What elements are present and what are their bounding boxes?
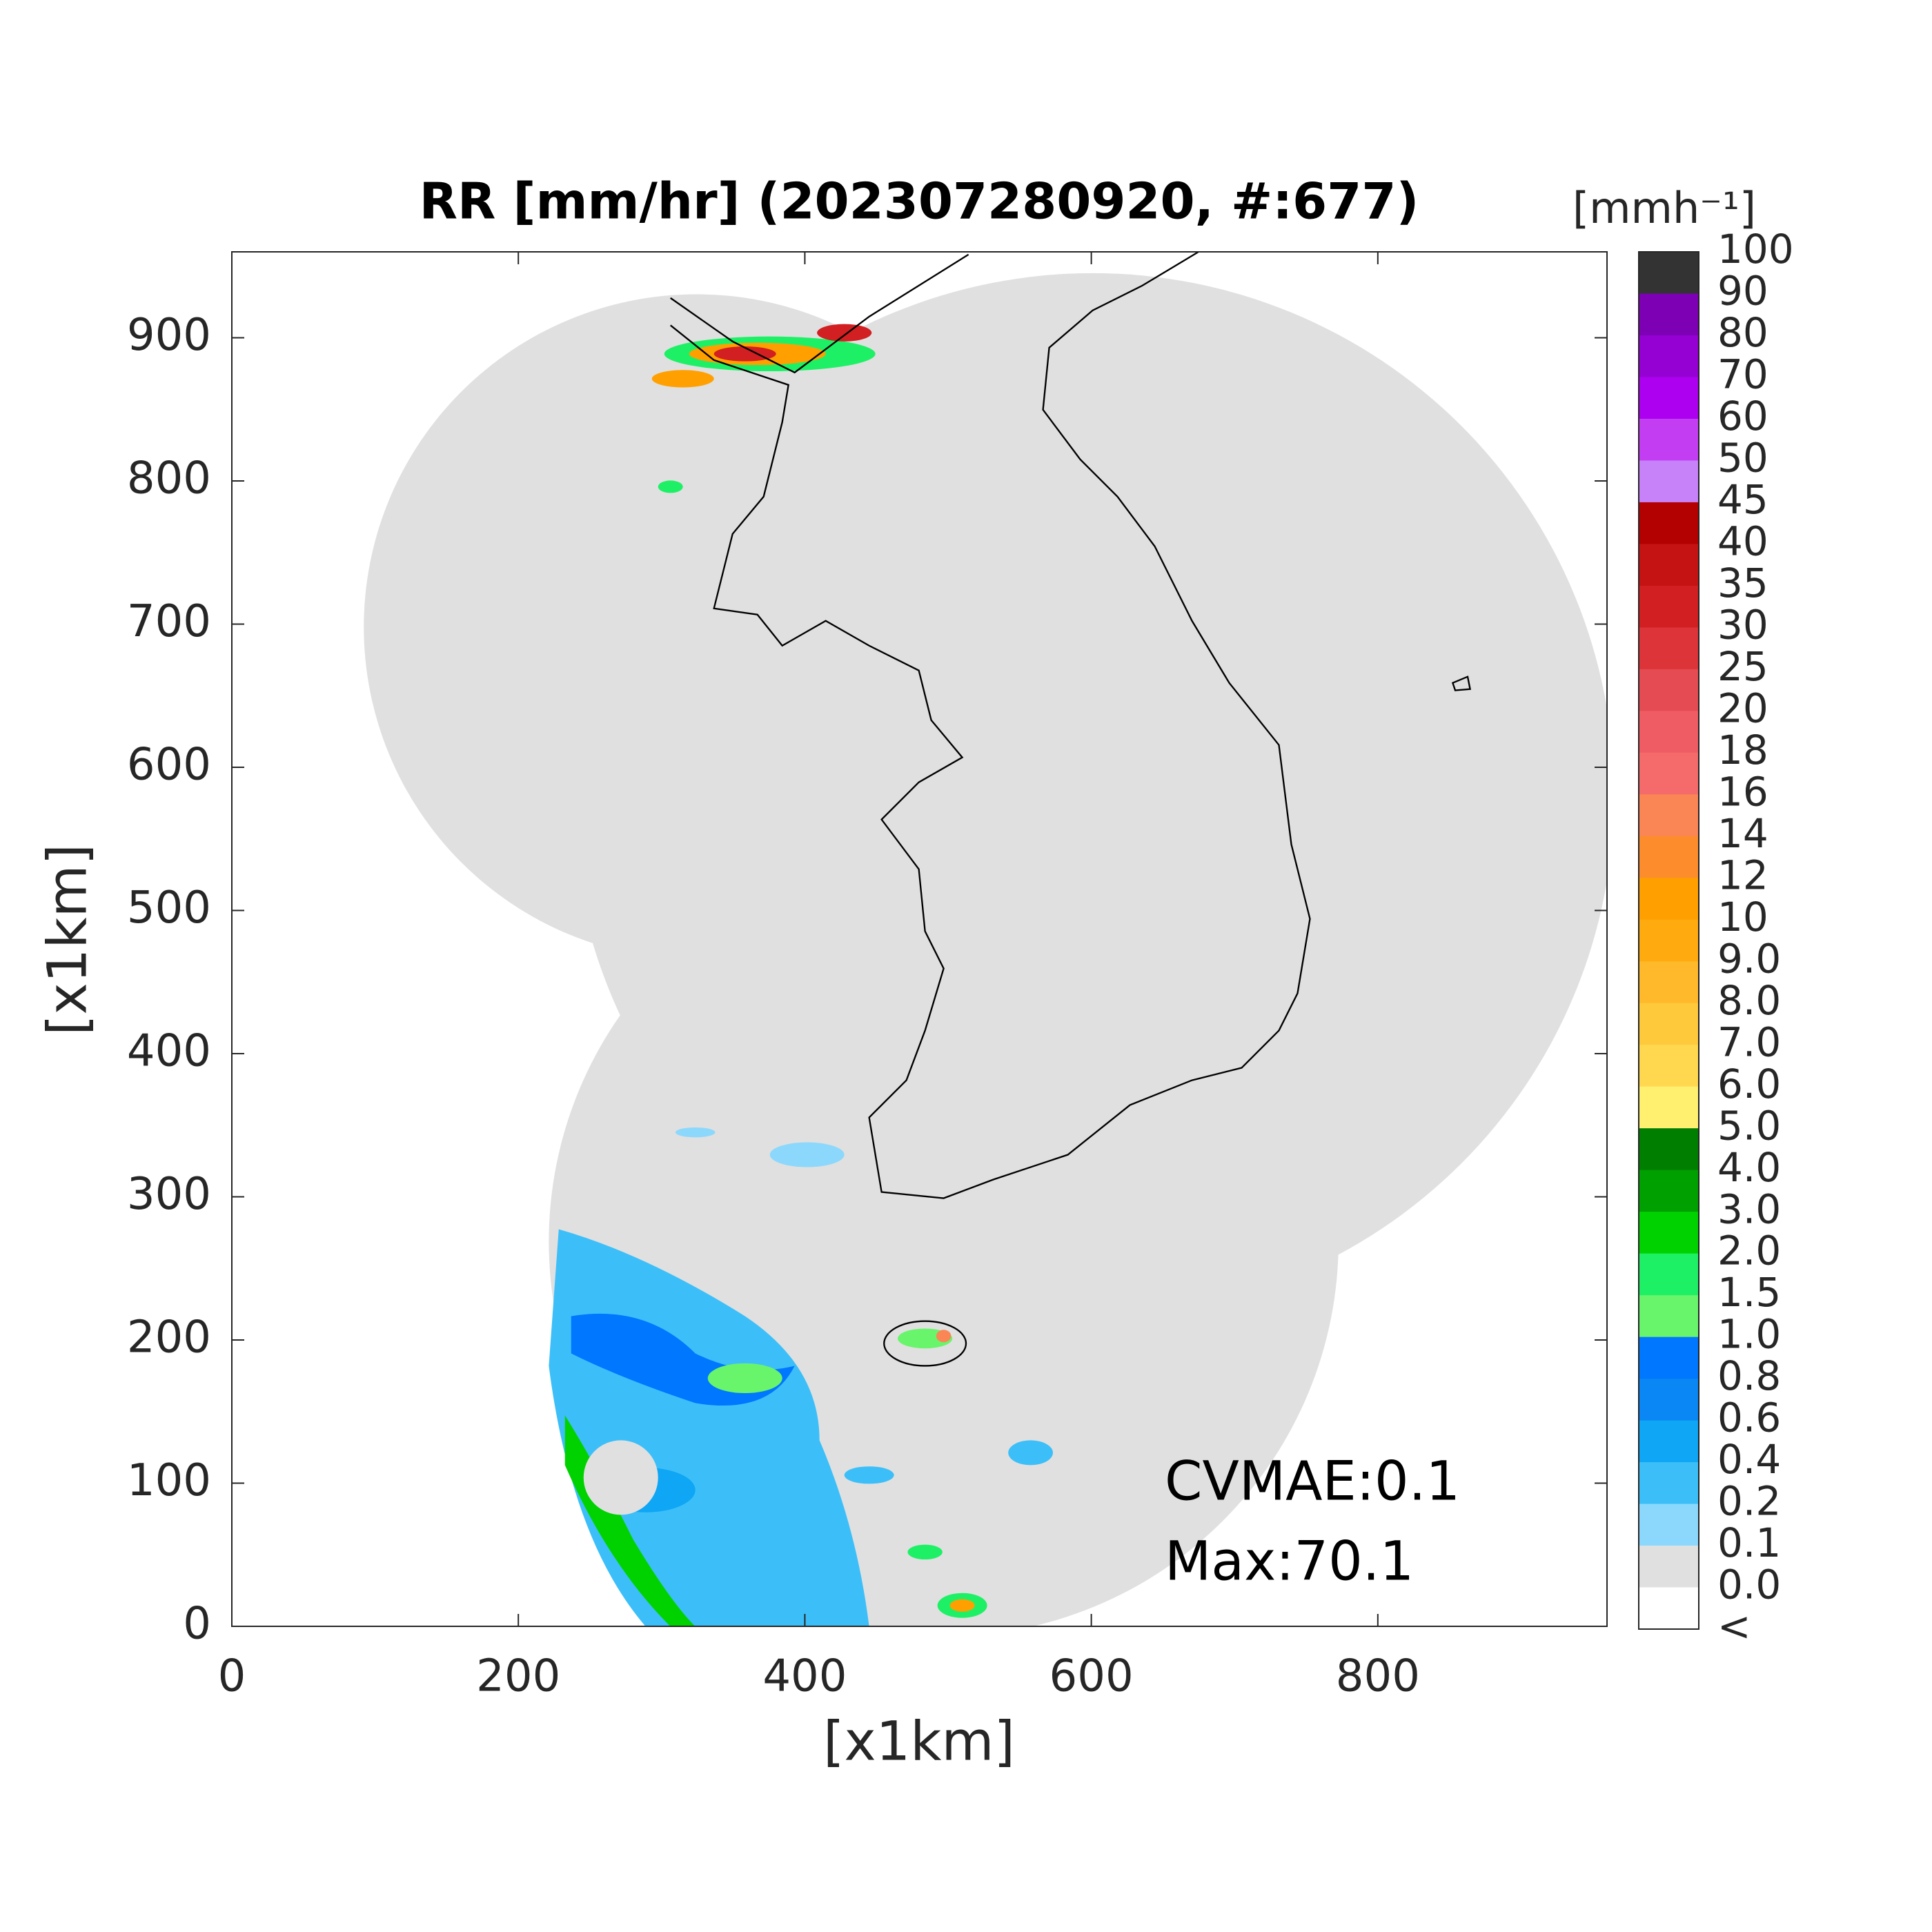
colorbar-segment	[1639, 1253, 1699, 1296]
colorbar-label: 16	[1717, 768, 1768, 815]
colorbar-segment	[1639, 502, 1699, 544]
colorbar-label: 14	[1717, 810, 1768, 857]
x-tick-label: 0	[218, 1651, 246, 1702]
ticks: 0 200 400 600 800 0 100 200 300 400 500 600 700 800 90…	[127, 252, 1607, 1702]
colorbar-segment	[1639, 1128, 1699, 1171]
coastline	[669, 252, 1472, 1367]
colorbar-label: 7.0	[1717, 1018, 1781, 1065]
colorbar-segment	[1639, 752, 1699, 795]
colorbar-label: 20	[1717, 684, 1768, 731]
map-layer	[364, 252, 1607, 1626]
colorbar-title: [mmh⁻¹]	[1573, 183, 1756, 233]
colorbar-segment	[1639, 1379, 1699, 1421]
annotation: Max:70.1	[1165, 1530, 1414, 1593]
colorbar-label: 45	[1717, 476, 1768, 523]
x-axis-label: [x1km]	[823, 1711, 1015, 1773]
y-tick-label: 900	[127, 310, 211, 361]
y-tick-label: 200	[127, 1312, 211, 1363]
colorbar-label: 4.0	[1717, 1144, 1781, 1191]
colorbar-segment	[1639, 669, 1699, 711]
colorbar-label: 0.2	[1717, 1478, 1781, 1525]
annotation: CVMAE:0.1	[1165, 1450, 1460, 1512]
y-tick-label: 100	[127, 1455, 211, 1506]
axes-box	[231, 251, 1608, 1627]
colorbar-segment	[1639, 1045, 1699, 1087]
colorbar-label: 70	[1717, 351, 1768, 398]
colorbar-label: 0.6	[1717, 1394, 1781, 1441]
radar-coverage	[364, 273, 1607, 1626]
colorbar-label: 10	[1717, 894, 1768, 940]
colorbar-label: 1.5	[1717, 1269, 1781, 1316]
y-tick-label: 400	[127, 1026, 211, 1077]
colorbar-segment	[1639, 585, 1699, 628]
y-tick-label: 300	[127, 1169, 211, 1220]
colorbar-label: 40	[1717, 518, 1768, 565]
colorbar-label: 35	[1717, 560, 1768, 607]
colorbar-segment	[1639, 878, 1699, 920]
colorbar-segment	[1639, 460, 1699, 503]
colorbar-label: 60	[1717, 393, 1768, 440]
colorbar-segment	[1639, 1295, 1699, 1338]
colorbar-label: 9.0	[1717, 935, 1781, 982]
x-tick-label: 400	[762, 1651, 847, 1702]
y-tick-label: 700	[127, 596, 211, 647]
chart-title: RR [mm/hr] (202307280920, #:677)	[420, 172, 1419, 230]
x-tick-label: 200	[476, 1651, 560, 1702]
colorbar-label: 5.0	[1717, 1102, 1781, 1149]
colorbar-segment	[1639, 1587, 1699, 1630]
colorbar-segment	[1639, 1504, 1699, 1546]
colorbar-label: 1.0	[1717, 1311, 1781, 1358]
colorbar-label: 0.8	[1717, 1352, 1781, 1399]
colorbar-segment	[1639, 1086, 1699, 1129]
colorbar-segment	[1639, 293, 1699, 336]
colorbar-label: 0.4	[1717, 1436, 1781, 1483]
colorbar-segment	[1639, 627, 1699, 670]
rain-echoes	[549, 324, 1053, 1626]
colorbar-label: <	[1717, 1603, 1751, 1650]
y-axis-label: [x1km]	[37, 844, 99, 1036]
colorbar-label: 100	[1717, 226, 1794, 273]
colorbar-label: 12	[1717, 851, 1768, 898]
colorbar-label: 3.0	[1717, 1185, 1781, 1232]
y-tick-label: 600	[127, 740, 211, 791]
colorbar-label: 50	[1717, 435, 1768, 482]
colorbar-segment	[1639, 1462, 1699, 1505]
y-tick-label: 800	[127, 453, 211, 504]
x-tick-label: 600	[1049, 1651, 1134, 1702]
colorbar-segment	[1639, 1420, 1699, 1463]
colorbar-segment	[1639, 1212, 1699, 1254]
colorbar-label: 2.0	[1717, 1228, 1781, 1274]
colorbar-label: 80	[1717, 309, 1768, 356]
colorbar-segment	[1639, 794, 1699, 837]
colorbar-segment	[1639, 252, 1699, 294]
colorbar-label: 90	[1717, 268, 1768, 315]
map-area	[364, 252, 1607, 1626]
x-tick-label: 800	[1336, 1651, 1420, 1702]
colorbar-label: 30	[1717, 601, 1768, 648]
colorbar-label: 18	[1717, 727, 1768, 773]
colorbar-segment	[1639, 1337, 1699, 1379]
colorbar-label: 8.0	[1717, 977, 1781, 1024]
colorbar-segment	[1639, 711, 1699, 753]
colorbar-segment	[1639, 961, 1699, 1004]
colorbar: 100908070605045403530252018161412109.08.…	[1638, 226, 1794, 1650]
colorbar-segment	[1639, 1170, 1699, 1212]
colorbar-label: 0.1	[1717, 1519, 1781, 1566]
colorbar-segment	[1639, 836, 1699, 878]
colorbar-frame	[1638, 251, 1699, 1630]
colorbar-label: 6.0	[1717, 1061, 1781, 1107]
colorbar-segment	[1639, 1003, 1699, 1045]
colorbar-segment	[1639, 377, 1699, 420]
colorbar-segment	[1639, 418, 1699, 461]
y-tick-label: 500	[127, 883, 211, 934]
colorbar-segment	[1639, 544, 1699, 586]
colorbar-label: 0.0	[1717, 1561, 1781, 1608]
colorbar-segment	[1639, 919, 1699, 962]
colorbar-segment	[1639, 335, 1699, 377]
colorbar-label: 25	[1717, 643, 1768, 690]
colorbar-segment	[1639, 1546, 1699, 1588]
y-tick-label: 0	[183, 1599, 211, 1650]
